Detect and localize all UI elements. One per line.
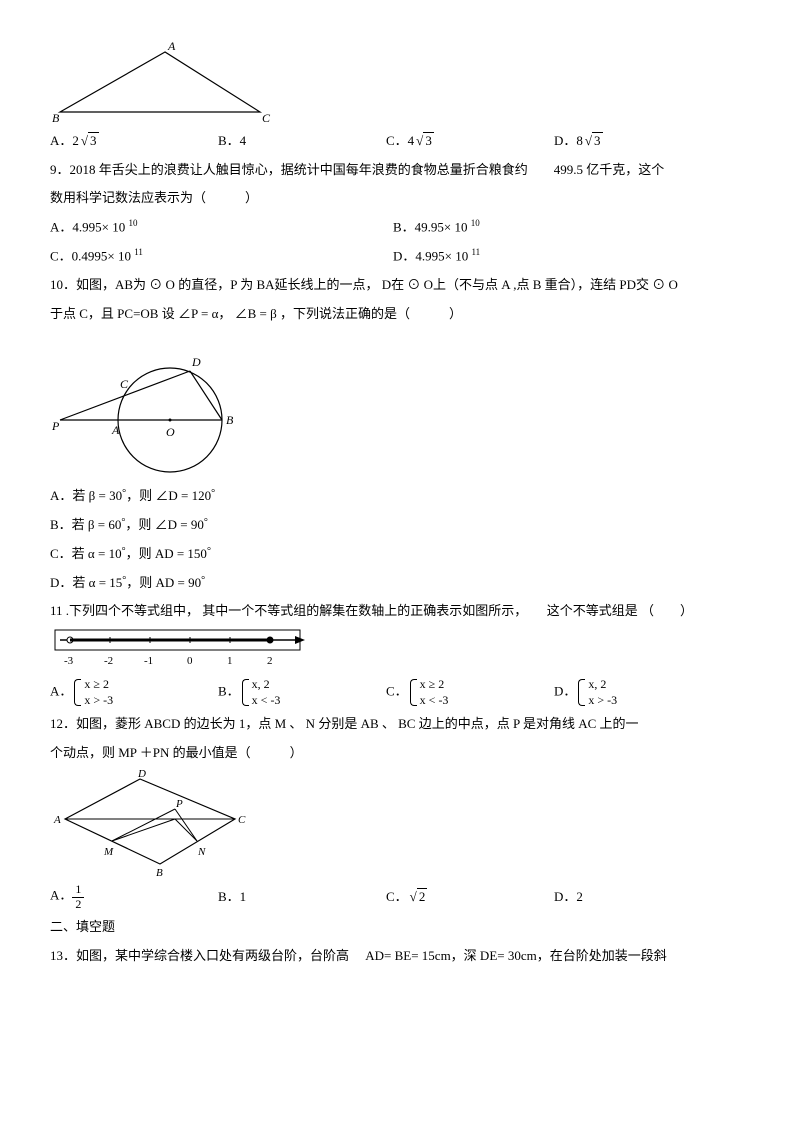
svg-text:P: P (175, 798, 183, 810)
q11-opt-c: C．x ≥ 2x < -3 (386, 677, 554, 708)
q11-number-line: -3 -2 -1 0 1 2 (50, 628, 310, 673)
q9-options-row1: A．4.995× 10 10 B．49.95× 10 10 (50, 215, 750, 240)
q10-opt-c: C．若 α = 10，则 AD = 150 (50, 542, 750, 567)
q9-opt-d: D．4.995× 10 11 (393, 244, 736, 269)
q12-options: A．12 B．1 C．2 D．2 (50, 883, 750, 910)
q8-options: A．23 B．4 C．43 D．83 (50, 129, 750, 154)
q10-opt-d: D．若 α = 15，则 AD = 90 (50, 571, 750, 596)
svg-text:B: B (156, 867, 163, 879)
svg-text:1: 1 (227, 655, 233, 667)
svg-text:-3: -3 (64, 655, 74, 667)
svg-text:M: M (103, 846, 114, 858)
svg-text:2: 2 (267, 655, 273, 667)
vertex-c-label: C (262, 111, 271, 125)
q13-stem: 13．如图，某中学综合楼入口处有两级台阶，台阶高 AD= BE= 15cm，深 … (50, 944, 750, 969)
q11-stem: 11 .下列四个不等式组中， 其中一个不等式组的解集在数轴上的正确表示如图所示，… (50, 599, 750, 624)
q11-options: A．x ≥ 2x > -3 B．x, 2x < -3 C．x ≥ 2x < -3… (50, 677, 750, 708)
q8-opt-d: D．83 (554, 129, 722, 154)
vertex-a-label: A (167, 40, 176, 53)
q10-opt-a: A．若 β = 30，则 D = 120 (50, 484, 750, 509)
q9-opt-c: C．0.4995× 10 11 (50, 244, 393, 269)
q9-opt-a: A．4.995× 10 10 (50, 215, 393, 240)
point-d-label: D (191, 355, 201, 369)
q9-options-row2: C．0.4995× 10 11 D．4.995× 10 11 (50, 244, 750, 269)
q12-stem-2: 个动点，则 MP ＋PN 的最小值是（ ） (50, 741, 750, 766)
q9-stem-2: 数用科学记数法应表示为（ ） (50, 186, 750, 211)
vertex-b-label: B (52, 111, 60, 125)
q12-opt-a: A．12 (50, 883, 218, 910)
q9-stem: 9．2018 年舌尖上的浪费让人触目惊心，据统计中国每年浪费的食物总量折合粮食约… (50, 158, 750, 183)
q10-opt-b: B．若 β = 60，则 D = 90 (50, 513, 750, 538)
q8-opt-b: B．4 (218, 129, 386, 154)
svg-text:N: N (197, 846, 206, 858)
q8-opt-a: A．23 (50, 129, 218, 154)
q12-stem-1: 12．如图，菱形 ABCD 的边长为 1，点 M 、 N 分别是 AB 、 BC… (50, 712, 750, 737)
q11-opt-b: B．x, 2x < -3 (218, 677, 386, 708)
svg-text:-2: -2 (104, 655, 113, 667)
section-2-heading: 二、填空题 (50, 915, 750, 940)
q10-circle-figure: D C B P A O (50, 330, 270, 480)
svg-text:C: C (238, 814, 246, 826)
point-o-label: O (166, 425, 175, 439)
q11-opt-a: A．x ≥ 2x > -3 (50, 677, 218, 708)
q12-opt-c: C．2 (386, 885, 554, 910)
q12-rhombus-figure: D A C M N P B (50, 769, 250, 879)
svg-text:-1: -1 (144, 655, 153, 667)
q11-opt-d: D．x, 2x > -3 (554, 677, 722, 708)
svg-text:A: A (53, 814, 61, 826)
point-p-label: P (51, 419, 60, 433)
q12-opt-d: D．2 (554, 885, 722, 910)
q10-stem-1: 10．如图，AB为 ⊙ O 的直径，P 为 BA延长线上的一点， D在 ⊙ O上… (50, 273, 750, 298)
q8-triangle-figure: A B C (50, 40, 280, 125)
q12-opt-b: B．1 (218, 885, 386, 910)
q8-opt-c: C．43 (386, 129, 554, 154)
q9-opt-b: B．49.95× 10 10 (393, 215, 736, 240)
svg-text:0: 0 (187, 655, 193, 667)
q10-stem-2: 于点 C，且 PC=OB 设 P = α， B = β ，下列说法正确的是（ ） (50, 302, 750, 327)
point-b-label: B (226, 413, 234, 427)
point-c-label: C (120, 377, 129, 391)
svg-text:D: D (137, 769, 146, 780)
point-a-label: A (111, 423, 120, 437)
